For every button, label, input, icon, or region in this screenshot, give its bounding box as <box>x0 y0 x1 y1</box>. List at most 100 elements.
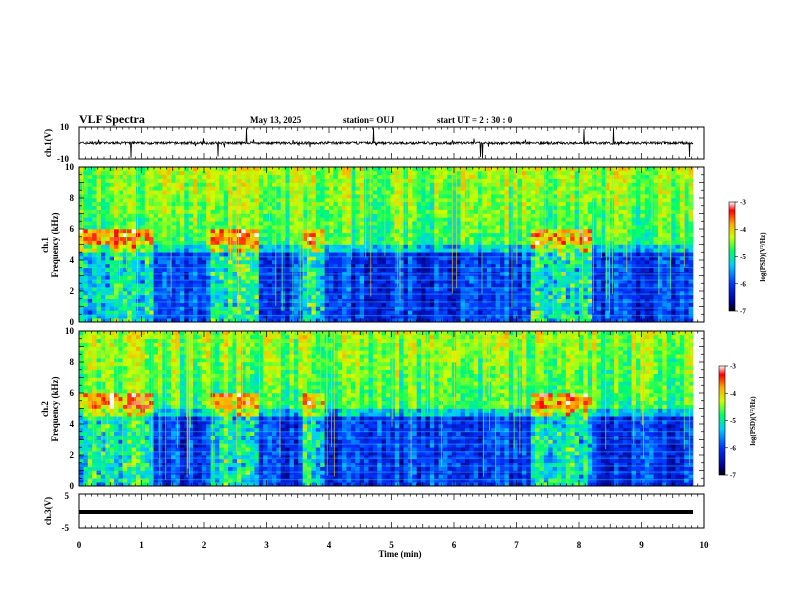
spectrogram-cell <box>311 236 317 241</box>
spectrogram-cell <box>311 205 317 210</box>
spectrogram-cell <box>157 302 163 307</box>
spectrogram-cell <box>105 314 110 319</box>
spectrogram-cell <box>131 275 137 280</box>
spectrogram-cell <box>495 267 501 272</box>
spectrogram-cell <box>267 190 273 195</box>
spectrogram-cell <box>79 232 84 238</box>
spectrogram-cell <box>193 194 198 199</box>
spectrogram-cell <box>127 236 132 241</box>
spectrogram-cell <box>171 298 176 303</box>
spectrogram-cell <box>114 174 119 179</box>
spectrogram-cell <box>552 256 558 261</box>
spectrogram-cell <box>144 182 150 187</box>
spectrogram-cell <box>175 182 181 187</box>
spectrogram-cell <box>271 283 277 288</box>
spectrogram-cell <box>162 294 168 300</box>
spectrogram-cell <box>421 275 426 280</box>
spectrogram-cell <box>438 232 444 238</box>
spectrogram-cell <box>386 221 391 226</box>
spectrogram-cell <box>473 205 479 210</box>
spectrogram-cell <box>592 209 597 214</box>
spectrogram-cell <box>587 229 593 234</box>
spectrogram-cell <box>285 182 290 187</box>
spectrogram-cell <box>557 306 562 311</box>
spectrogram-cell <box>412 244 417 249</box>
spectrogram-cell <box>87 186 93 191</box>
spectrogram-cell <box>96 221 102 226</box>
spectrogram-cell <box>193 205 198 210</box>
spectrogram-cell <box>403 302 409 307</box>
spectrogram-cell <box>464 256 470 261</box>
spectrogram-cell <box>578 225 584 230</box>
spectrogram-cell <box>456 178 461 183</box>
spectrogram-cell <box>184 287 189 292</box>
spectrogram-cell <box>508 174 514 179</box>
spectrogram-cell <box>96 232 102 238</box>
spectrogram-cell <box>315 263 321 269</box>
spectrogram-cell <box>271 217 277 222</box>
spectrogram-cell <box>131 201 137 207</box>
spectrogram-cell <box>100 291 106 296</box>
spectrogram-cell <box>460 217 466 222</box>
spectrogram-cell <box>105 263 110 269</box>
spectrogram-cell <box>79 209 84 214</box>
spectrogram-cell <box>495 287 501 292</box>
spectrogram-cell <box>513 240 518 245</box>
spectrogram-cell <box>587 221 593 226</box>
spectrogram-cell <box>377 221 382 226</box>
spectrogram-cell <box>596 291 602 296</box>
spectrogram-cell <box>328 225 334 230</box>
spectrogram-cell <box>364 291 369 296</box>
spectrogram-cell <box>500 263 505 269</box>
spectrogram-cell <box>100 263 106 269</box>
spectrogram-cell <box>412 205 417 210</box>
spectrogram-cell <box>403 287 409 292</box>
spectrogram-cell <box>175 263 181 269</box>
spectrogram-cell <box>302 236 308 241</box>
spectrogram-cell <box>377 198 382 203</box>
spectrogram-cell <box>425 167 431 172</box>
spectrogram-cell <box>302 229 308 234</box>
spectrogram-cell <box>263 190 268 195</box>
spectrogram-cell <box>429 314 435 319</box>
spectrogram-cell <box>574 314 580 319</box>
spectrogram-cell <box>184 260 189 265</box>
spectrogram-cell <box>250 232 255 238</box>
spectrogram-cell <box>307 198 312 203</box>
spectrogram-cell <box>403 232 409 238</box>
spectrogram-cell <box>552 302 558 307</box>
spectrogram-cell <box>96 252 102 257</box>
spectrogram-cell <box>570 260 575 265</box>
spectrogram-cell <box>456 275 461 280</box>
spectrogram-cell <box>473 178 479 183</box>
spectrogram-cell <box>328 213 334 218</box>
spectrogram-cell <box>122 170 128 176</box>
spectrogram-cell <box>157 298 163 303</box>
spectrogram-cell <box>193 275 198 280</box>
spectrogram-cell <box>578 198 584 203</box>
spectrogram-cell <box>364 267 369 272</box>
spectrogram-cell <box>298 318 303 323</box>
spectrogram-cell <box>140 279 146 284</box>
spectrogram-cell <box>443 198 448 203</box>
spectrogram-cell <box>162 260 168 265</box>
spectrogram-cell <box>535 225 540 230</box>
spectrogram-cell <box>271 244 277 249</box>
spectrogram-cell <box>381 314 387 319</box>
spectrogram-cell <box>443 205 448 210</box>
spectrogram-cell <box>508 302 514 307</box>
spectrogram-cell <box>328 244 334 249</box>
spectrogram-cell <box>364 275 369 280</box>
spectrogram-cell <box>105 267 110 272</box>
spectrogram-cell <box>311 232 317 238</box>
spectrogram-cell <box>425 217 431 222</box>
spectrogram-cell <box>92 236 97 241</box>
spectrogram-cell <box>346 310 352 315</box>
spectrogram-cell <box>421 279 426 284</box>
spectrogram-cell <box>280 287 286 292</box>
spectrogram-cell <box>390 302 396 307</box>
spectrogram-cell <box>561 279 567 284</box>
spectrogram-cell <box>298 209 303 214</box>
spectrogram-cell <box>254 205 260 210</box>
spectrogram-cell <box>302 198 308 203</box>
